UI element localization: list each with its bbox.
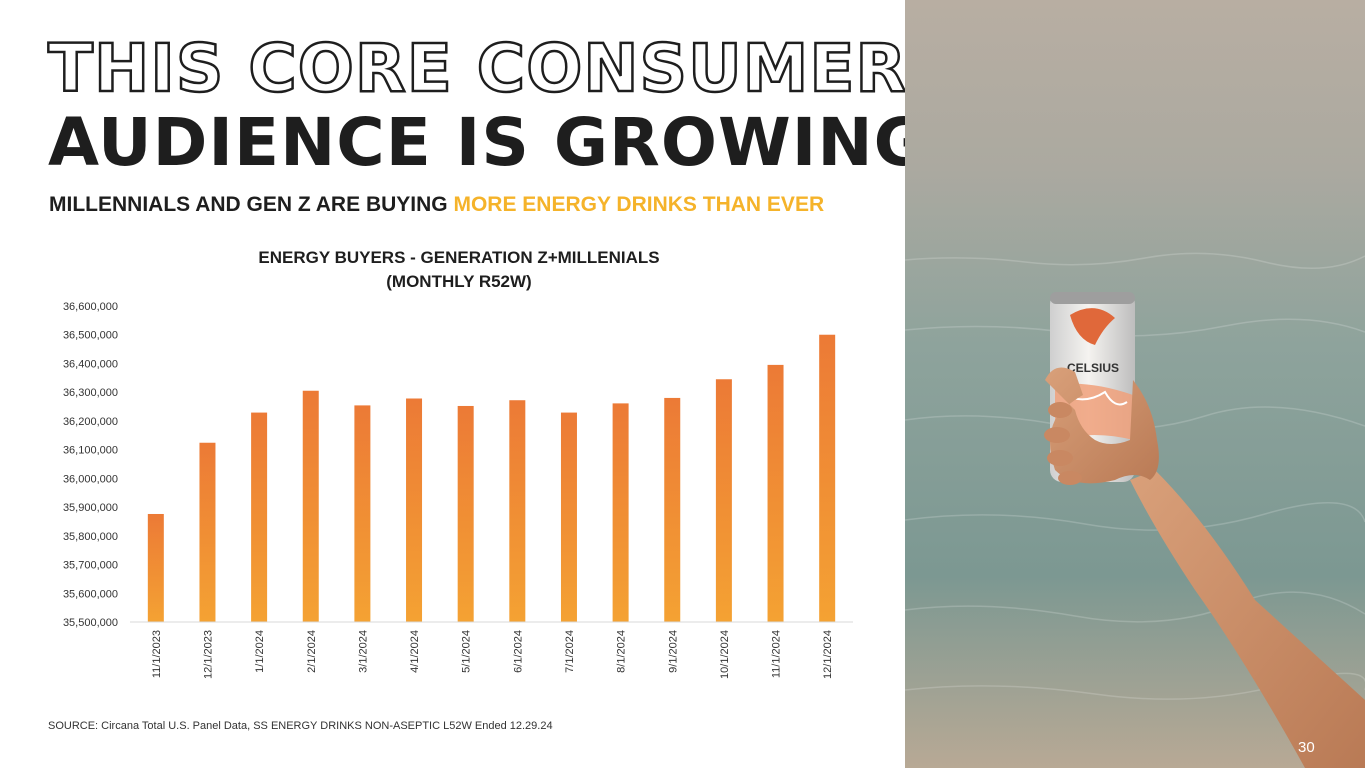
- svg-text:CELSIUS: CELSIUS: [1067, 361, 1119, 375]
- bar: [302, 390, 319, 622]
- y-tick-label: 35,900,000: [63, 502, 118, 514]
- headline-line-1: THIS CORE CONSUMER: [47, 29, 908, 109]
- bar: [509, 400, 526, 622]
- x-tick-label: 11/1/2023: [151, 630, 163, 678]
- x-tick-label: 12/1/2024: [822, 630, 834, 679]
- y-tick-label: 36,000,000: [63, 473, 118, 485]
- x-tick-label: 2/1/2024: [306, 630, 318, 673]
- bar: [147, 513, 164, 622]
- arm: [1130, 470, 1365, 768]
- bar: [354, 405, 371, 622]
- bar: [715, 379, 732, 622]
- x-tick-label: 11/1/2024: [771, 630, 783, 678]
- chart-title-line-1: ENERGY BUYERS - GENERATION Z+MILLENIALS: [258, 248, 659, 267]
- source-note: SOURCE: Circana Total U.S. Panel Data, S…: [48, 720, 553, 732]
- subtitle: MILLENNIALS AND GEN Z ARE BUYING MORE EN…: [49, 193, 824, 217]
- headline-line-2: AUDIENCE IS GROWING: [48, 104, 929, 181]
- x-tick-label: 5/1/2024: [461, 630, 473, 673]
- bar: [819, 334, 836, 622]
- celsius-can-beach-photo: CELSIUS: [905, 0, 1365, 768]
- bar: [767, 364, 784, 622]
- bar: [457, 405, 474, 622]
- bar: [199, 442, 216, 622]
- y-tick-label: 35,500,000: [63, 617, 118, 629]
- x-tick-label: 3/1/2024: [357, 630, 369, 673]
- y-tick-label: 35,700,000: [63, 560, 118, 572]
- y-tick-label: 36,400,000: [63, 358, 118, 370]
- x-tick-label: 6/1/2024: [512, 630, 524, 673]
- bar: [251, 412, 268, 622]
- x-tick-label: 12/1/2023: [202, 630, 214, 679]
- y-tick-label: 35,800,000: [63, 531, 118, 543]
- page-number: 30: [1298, 739, 1315, 756]
- x-tick-label: 9/1/2024: [667, 630, 679, 673]
- x-tick-label: 7/1/2024: [564, 630, 576, 673]
- bar: [664, 397, 681, 622]
- y-tick-label: 36,100,000: [63, 445, 118, 457]
- hand: [1045, 367, 1159, 484]
- energy-buyers-bar-chart: ENERGY BUYERS - GENERATION Z+MILLENIALS …: [63, 248, 853, 679]
- x-tick-label: 10/1/2024: [719, 630, 731, 679]
- y-tick-label: 36,300,000: [63, 387, 118, 399]
- bar: [560, 412, 577, 622]
- subtitle-highlight: MORE ENERGY DRINKS THAN EVER: [453, 193, 825, 216]
- x-tick-label: 4/1/2024: [409, 630, 421, 673]
- bar: [612, 403, 629, 622]
- subtitle-lead: MILLENNIALS AND GEN Z ARE BUYING: [49, 193, 454, 216]
- y-tick-label: 36,200,000: [63, 416, 118, 428]
- y-axis: 35,500,000 35,600,000 35,700,000 35,800,000…: [63, 301, 118, 629]
- y-tick-label: 36,600,000: [63, 301, 118, 313]
- x-tick-label: 8/1/2024: [616, 630, 628, 673]
- x-axis: 11/1/2023 12/1/2023 1/1/2024 2/1/2024 3/1/20…: [151, 630, 834, 679]
- y-tick-label: 36,500,000: [63, 330, 118, 342]
- chart-title-line-2: (MONTHLY R52W): [386, 272, 531, 291]
- bar: [406, 398, 423, 622]
- x-tick-label: 1/1/2024: [254, 630, 266, 673]
- y-tick-label: 35,600,000: [63, 588, 118, 600]
- bar-series: [147, 334, 836, 622]
